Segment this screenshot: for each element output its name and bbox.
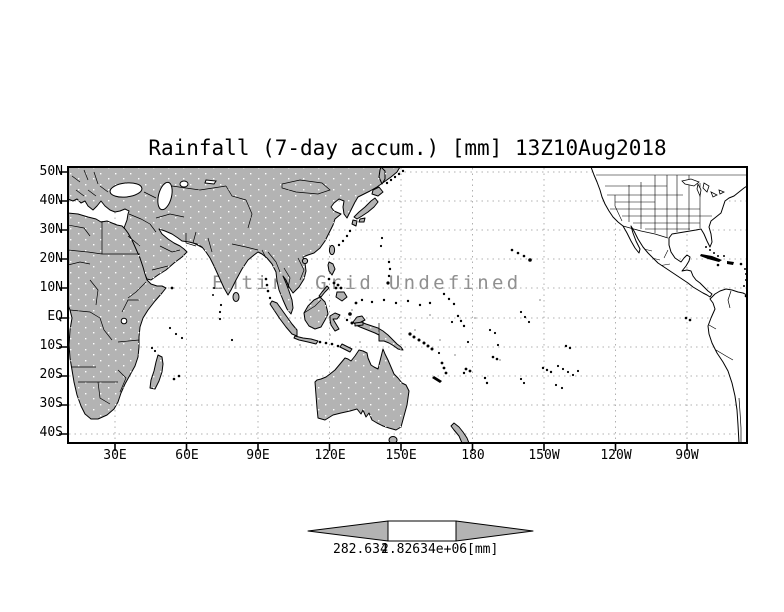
lat-label-30n: 30N — [39, 222, 63, 237]
colorbar-left-arrow — [307, 520, 389, 542]
colorbar — [307, 520, 534, 542]
honshu — [353, 197, 379, 220]
plot-title: Rainfall (7-day accum.) [mm] 13Z10Aug201… — [148, 136, 667, 160]
aral-sea — [179, 180, 189, 188]
lat-label-eq: EQ — [47, 309, 63, 324]
lat-label-40n: 40N — [39, 193, 63, 208]
shikoku — [358, 217, 366, 223]
sulawesi — [329, 312, 341, 332]
lon-label-30e: 30E — [103, 448, 127, 463]
lat-label-50n: 50N — [39, 164, 63, 179]
colorbar-units-label: [mm] — [467, 542, 499, 557]
palawan — [318, 285, 330, 298]
black-sea — [109, 182, 143, 198]
java — [293, 335, 319, 345]
axis-ticks — [59, 171, 688, 451]
north-america-landmass — [590, 168, 746, 298]
lon-label-90e: 90E — [246, 448, 270, 463]
colorbar-max-label: 2.82634e+06 — [381, 542, 468, 557]
south-america-landmass — [707, 288, 746, 442]
north-america — [590, 168, 746, 442]
lake-victoria — [120, 317, 128, 325]
hispaniola — [727, 261, 734, 265]
mindanao — [335, 291, 348, 302]
lat-label-10n: 10N — [39, 280, 63, 295]
lat-label-20s: 20S — [39, 367, 63, 382]
taiwan — [328, 244, 336, 256]
colorbar-min-label: 282.634 — [333, 542, 388, 557]
lon-label-90w: 90W — [675, 448, 699, 463]
lon-label-150w: 150W — [528, 448, 560, 463]
colorbar-right-arrow — [455, 520, 534, 542]
lon-label-60e: 60E — [175, 448, 199, 463]
caspian-sea — [157, 181, 173, 211]
lon-label-180: 180 — [461, 448, 485, 463]
new-zealand-north — [450, 422, 470, 442]
colorbar-box — [387, 520, 457, 542]
country-borders — [69, 169, 380, 405]
sa-borders — [708, 290, 742, 442]
lon-label-150e: 150E — [385, 448, 417, 463]
inland-seas — [109, 179, 217, 325]
lat-label-40s: 40S — [39, 425, 63, 440]
cuba — [700, 254, 722, 262]
lat-label-10s: 10S — [39, 338, 63, 353]
hokkaido — [371, 186, 384, 197]
lake-balkhash — [204, 179, 217, 185]
kyushu — [351, 219, 358, 227]
watermark-text: Entire Grid Undefined — [212, 272, 522, 294]
sri-lanka — [232, 292, 240, 302]
lat-label-20n: 20N — [39, 251, 63, 266]
lon-label-120w: 120W — [600, 448, 632, 463]
timor — [339, 343, 353, 353]
map-frame — [67, 166, 748, 444]
lon-label-120e: 120E — [314, 448, 346, 463]
lat-label-30s: 30S — [39, 396, 63, 411]
noise-specks — [299, 299, 541, 361]
luzon — [327, 261, 336, 276]
tasmania — [388, 436, 398, 442]
great-lakes — [681, 178, 725, 198]
islands — [150, 169, 746, 390]
